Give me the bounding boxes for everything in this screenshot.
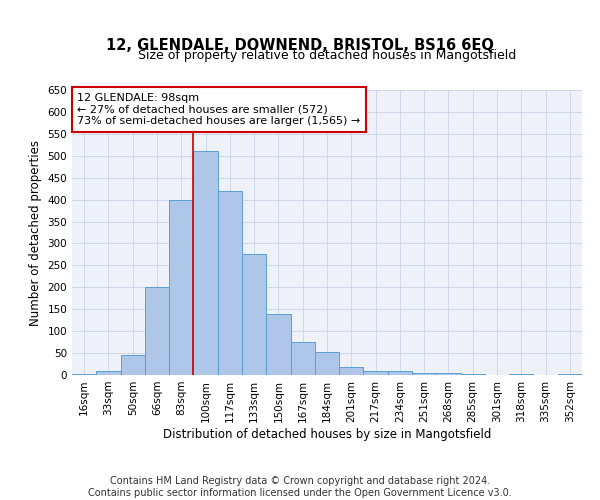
Bar [169,200,193,375]
Bar [193,152,218,375]
Y-axis label: Number of detached properties: Number of detached properties [29,140,42,326]
Bar [121,356,145,375]
Bar [412,373,436,375]
Bar [436,373,461,375]
X-axis label: Distribution of detached houses by size in Mangotsfield: Distribution of detached houses by size … [163,428,491,440]
Bar [145,288,169,375]
Title: Size of property relative to detached houses in Mangotsfield: Size of property relative to detached ho… [138,50,516,62]
Text: 12 GLENDALE: 98sqm
← 27% of detached houses are smaller (572)
73% of semi-detach: 12 GLENDALE: 98sqm ← 27% of detached hou… [77,93,361,126]
Bar [461,374,485,375]
Bar [242,254,266,375]
Bar [388,372,412,375]
Bar [72,374,96,375]
Bar [96,370,121,375]
Bar [558,374,582,375]
Bar [266,314,290,375]
Bar [364,370,388,375]
Bar [509,374,533,375]
Bar [315,352,339,375]
Bar [218,191,242,375]
Text: Contains HM Land Registry data © Crown copyright and database right 2024.
Contai: Contains HM Land Registry data © Crown c… [88,476,512,498]
Bar [339,367,364,375]
Bar [290,342,315,375]
Text: 12, GLENDALE, DOWNEND, BRISTOL, BS16 6EQ: 12, GLENDALE, DOWNEND, BRISTOL, BS16 6EQ [106,38,494,52]
